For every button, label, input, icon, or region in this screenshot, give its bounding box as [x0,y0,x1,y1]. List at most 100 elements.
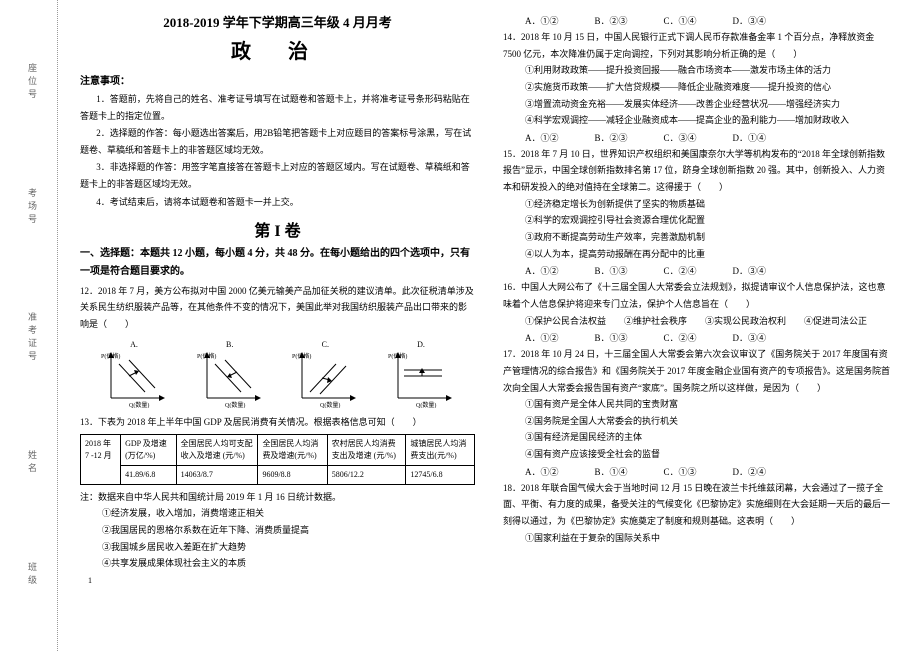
opt-d: D．③④ [733,331,767,344]
opt-c: C．①④ [664,14,697,27]
part1-heading: 一、选择题：本题共 12 小题，每小题 4 分，共 48 分。在每小题给出的四个… [80,245,475,281]
opt-b: B．①③ [595,331,628,344]
opt-a: A．①② [525,264,559,277]
chart-c-svg: P(价格) Q(数量) [290,350,360,408]
page-number: 1 [80,576,475,585]
chart-c-label: C. [322,340,329,349]
cell-h5: 城镇居民人均消费支出(元/%) [406,435,475,466]
chart-a: A. P(价格) Q(数量) [90,339,178,408]
side-label-admit: 准考证号 [26,312,39,364]
q15-item2: ②科学的宏观调控引导社会资源合理优化配置 [503,212,890,229]
q13-table: 2018 年 7 -12 月 GDP 及增速(万亿/%) 全国居民人均可支配收入… [80,434,475,485]
opt-d: D．②④ [733,465,767,478]
notice-4: 4．考试结束后，请将本试题卷和答题卡一并上交。 [80,194,475,211]
opt-c: C．③④ [664,131,697,144]
notice-heading: 注意事项： [80,72,475,87]
opt-d: D．③④ [733,264,767,277]
chart-a-xlabel: Q(数量) [129,401,149,408]
opt-a: A．①② [525,465,559,478]
table-row: 41.89/6.8 14063/8.7 9609/8.8 5806/12.2 1… [81,466,475,485]
chart-c: C. P(价格) Q(数量) [281,339,369,408]
opt-d: D．③④ [733,14,767,27]
question-12: 12．2018 年 7 月，美方公布拟对中国 2000 亿美元输美产品加征关税的… [80,283,475,333]
cell-v5: 12745/6.8 [406,466,475,485]
side-label-seat: 座位号 [26,63,39,102]
q17-item2: ②国务院是全国人大常委会的执行机关 [503,413,890,430]
exam-title: 2018-2019 学年下学期高三年级 4 月月考 [80,12,475,31]
q16-options: A．①② B．①③ C．②④ D．③④ [503,331,890,344]
q15-item4: ④以人为本，提高劳动报酬在再分配中的比重 [503,246,890,263]
notice-1: 1．答题前，先将自己的姓名、准考证号填写在试题卷和答题卡上，并将准考证号条形码粘… [80,91,475,125]
cell-v3: 9609/8.8 [258,466,327,485]
chart-b-label: B. [226,340,233,349]
q13-note: 注：数据来自中华人民共和国统计局 2019 年 1 月 16 日统计数据。 [80,489,475,505]
cell-h1: GDP 及增速(万亿/%) [121,435,177,466]
q14-item3: ③增置流动资金充裕——发展实体经济——改善企业经营状况——增强经济实力 [503,96,890,113]
cell-h3: 全国居民人均消费及增速(元/%) [258,435,327,466]
side-label-name: 姓名 [26,450,39,476]
cell-h4: 农村居民人均消费支出及增速 (元/%) [327,435,406,466]
notice-2: 2．选择题的作答：每小题选出答案后，用2B铅笔把答题卡上对应题目的答案标号涂黑，… [80,125,475,159]
chart-d: D. P(价格) Q(数量) [377,339,465,408]
q17-item4: ④国有资产应该接受全社会的监督 [503,446,890,463]
opt-b: B．②③ [595,14,628,27]
right-column: A．①② B．②③ C．①④ D．③④ 14．2018 年 10 月 15 日，… [485,0,900,595]
q13-item1: ①经济发展，收入增加，消费增速正相关 [80,505,475,522]
opt-b: B．②③ [595,131,628,144]
cell-period: 2018 年 7 -12 月 [81,435,121,485]
chart-b-svg: P(价格) Q(数量) [195,350,265,408]
chart-b: B. P(价格) Q(数量) [186,339,274,408]
part1-title: 第 I 卷 [80,217,475,241]
question-15: 15．2018 年 7 月 10 日，世界知识产权组织和美国康奈尔大学等机构发布… [503,146,890,196]
cell-v1: 41.89/6.8 [121,466,177,485]
question-13: 13．下表为 2018 年上半年中国 GDP 及居民消费有关情况。根据表格信息可… [80,414,475,431]
opt-d: D．①④ [733,131,767,144]
q17-item3: ③国有经济是国民经济的主体 [503,429,890,446]
chart-d-svg: P(价格) Q(数量) [386,350,456,408]
q13-item2: ②我国居民的恩格尔系数在近年下降、消费质量提高 [80,522,475,539]
svg-text:Q(数量): Q(数量) [225,401,245,408]
q14-item4: ④科学宏观调控——减轻企业融资成本——提高企业的盈利能力——增加财政收入 [503,112,890,129]
binding-margin: 座位号 考场号 准考证号 姓名 班级 [8,0,58,651]
table-row: 2018 年 7 -12 月 GDP 及增速(万亿/%) 全国居民人均可支配收入… [81,435,475,466]
q13-options: A．①② B．②③ C．①④ D．③④ [503,14,890,27]
side-label-room: 考场号 [26,188,39,227]
q17-options: A．①② B．①④ C．①③ D．②④ [503,465,890,478]
opt-c: C．②④ [664,331,697,344]
q14-item2: ②实施货币政策——扩大信贷规模——降低企业融资难度——提升投资的信心 [503,79,890,96]
left-column: 2018-2019 学年下学期高三年级 4 月月考 政 治 注意事项： 1．答题… [70,0,485,595]
q14-options: A．①② B．②③ C．③④ D．①④ [503,131,890,144]
cell-h2: 全国居民人均可支配收入及增速 (元/%) [176,435,258,466]
opt-b: B．①④ [595,465,628,478]
page-container: 2018-2019 学年下学期高三年级 4 月月考 政 治 注意事项： 1．答题… [0,0,920,595]
chart-a-label: A. [130,340,138,349]
q12-charts: A. P(价格) Q(数量) B. P(价格) [80,333,475,414]
side-label-class: 班级 [26,562,39,588]
question-17: 17．2018 年 10 月 24 日，十三届全国人大常委会第六次会议审议了《国… [503,346,890,396]
q15-options: A．①② B．①③ C．②④ D．③④ [503,264,890,277]
opt-b: B．①③ [595,264,628,277]
notice-3: 3．非选择题的作答：用签字笔直接答在答题卡上对应的答题区域内。写在试题卷、草稿纸… [80,159,475,193]
opt-c: C．②④ [664,264,697,277]
opt-c: C．①③ [664,465,697,478]
question-18: 18．2018 年联合国气候大会于当地时间 12 月 15 日晚在波兰卡托维兹闭… [503,480,890,530]
question-16: 16．中国人大网公布了《十三届全国人大常委会立法规划》，拟提请审议个人信息保护法… [503,279,890,312]
chart-a-svg: P(价格) Q(数量) [99,350,169,408]
cell-v2: 14063/8.7 [176,466,258,485]
q13-item3: ③我国城乡居民收入差距在扩大趋势 [80,539,475,556]
q16-item1: ①保护公民合法权益 ②维护社会秩序 ③实现公民政治权利 ④促进司法公正 [503,313,890,330]
cell-v4: 5806/12.2 [327,466,406,485]
q15-item1: ①经济稳定增长为创新提供了坚实的物质基础 [503,196,890,213]
q14-item1: ①利用财政政策——提升投资回报——融合市场资本——激发市场主体的活力 [503,62,890,79]
opt-a: A．①② [525,131,559,144]
question-14: 14．2018 年 10 月 15 日，中国人民银行正式下调人民币存款准备金率 … [503,29,890,62]
opt-a: A．①② [525,331,559,344]
q17-item1: ①国有资产是全体人民共同的宝贵财富 [503,396,890,413]
q15-item3: ③政府不断提高劳动生产效率，完善激励机制 [503,229,890,246]
opt-a: A．①② [525,14,559,27]
q18-item1: ①国家利益在于复杂的国际关系中 [503,530,890,547]
chart-d-label: D. [417,340,425,349]
svg-text:Q(数量): Q(数量) [320,401,340,408]
subject-title: 政 治 [80,35,475,64]
q13-item4: ④共享发展成果体现社会主义的本质 [80,555,475,572]
